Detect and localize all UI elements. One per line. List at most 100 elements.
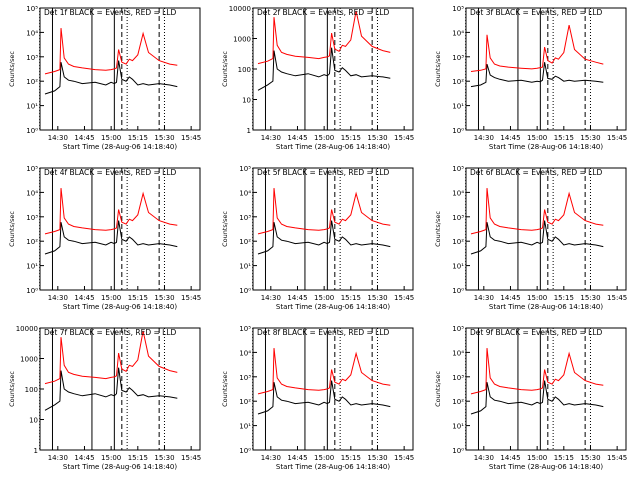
panel-det-6: 10⁰ 10¹ 10² 10³ 10⁴ 10⁵ 14:30 14:45 15:00 15:15 15…	[426, 160, 639, 320]
y-tick-label: 10¹	[452, 423, 464, 431]
y-axis-label: Counts/sec	[434, 211, 442, 247]
y-tick-label: 100	[25, 386, 38, 394]
y-axis-label: Counts/sec	[8, 211, 16, 247]
y-tick-label: 1000	[233, 36, 251, 44]
x-tick-label: 15:00	[314, 294, 334, 302]
series-line-events	[257, 380, 391, 415]
panel-title: Det 4f BLACK = Events, RED = LLD	[44, 168, 177, 177]
y-tick-label: 10³	[239, 374, 251, 382]
panel-det-3: 10⁰ 10¹ 10² 10³ 10⁴ 10⁵ 14:30 14:45 15:00 15:15 15…	[426, 0, 639, 160]
panel-title: Det 6f BLACK = Events, RED = LLD	[470, 168, 603, 177]
chart-svg: 10⁰ 10¹ 10² 10³ 10⁴ 10⁵ 14:30 14:45 15:00 15:15 15…	[8, 165, 201, 311]
x-tick-label: 14:30	[474, 454, 494, 462]
x-tick-label: 14:30	[261, 134, 281, 142]
series-line-events	[470, 380, 604, 415]
y-tick-label: 10²	[26, 238, 38, 246]
x-tick-label: 15:00	[527, 294, 547, 302]
y-tick-label: 10⁵	[239, 165, 251, 173]
x-tick-label: 15:45	[607, 134, 627, 142]
x-tick-label: 15:30	[367, 454, 387, 462]
x-axis-label: Start Time (28-Aug-06 14:18:40)	[63, 463, 177, 471]
y-tick-label: 1000	[20, 356, 38, 364]
panel-det-2: 1 10 100 1000 10000 14:30 14:45 15:00 15:15 15:30…	[213, 0, 426, 160]
y-tick-label: 10	[29, 417, 38, 425]
x-tick-label: 15:45	[394, 134, 414, 142]
x-tick-label: 15:45	[607, 454, 627, 462]
x-axis-label: Start Time (28-Aug-06 14:18:40)	[63, 303, 177, 311]
series-line-lld	[44, 28, 178, 75]
x-tick-label: 15:45	[394, 294, 414, 302]
x-tick-label: 15:00	[527, 454, 547, 462]
x-tick-label: 15:45	[181, 134, 201, 142]
series-line-events	[44, 60, 178, 95]
y-tick-label: 100	[238, 66, 251, 74]
x-tick-label: 15:30	[367, 294, 387, 302]
y-axis-label: Counts/sec	[221, 371, 229, 407]
y-tick-label: 10⁵	[452, 5, 464, 13]
x-tick-label: 15:30	[154, 294, 174, 302]
x-axis-label: Start Time (28-Aug-06 14:18:40)	[276, 463, 390, 471]
series-line-events	[257, 220, 391, 255]
y-tick-label: 10⁰	[26, 127, 38, 135]
chart-svg: 10⁰ 10¹ 10² 10³ 10⁴ 10⁵ 14:30 14:45 15:00 15:15 15…	[434, 5, 627, 151]
chart-svg: 1 10 100 1000 10000 14:30 14:45 15:00 15:15 15:30…	[221, 5, 414, 151]
y-tick-label: 10³	[452, 54, 464, 62]
y-tick-label: 10²	[26, 78, 38, 86]
x-axis-label: Start Time (28-Aug-06 14:18:40)	[489, 303, 603, 311]
y-tick-label: 10000	[229, 5, 251, 13]
x-tick-label: 14:45	[287, 294, 307, 302]
y-tick-label: 10000	[16, 325, 38, 333]
x-tick-label: 14:30	[261, 294, 281, 302]
y-tick-label: 10⁴	[239, 349, 251, 357]
panel-title: Det 2f BLACK = Events, RED = LLD	[257, 8, 390, 17]
y-axis-label: Counts/sec	[221, 211, 229, 247]
y-tick-label: 10²	[452, 78, 464, 86]
x-tick-label: 15:30	[580, 454, 600, 462]
x-axis-label: Start Time (28-Aug-06 14:18:40)	[276, 143, 390, 151]
y-tick-label: 10¹	[239, 423, 251, 431]
y-axis-label: Counts/sec	[434, 371, 442, 407]
panel-det-7: 1 10 100 1000 10000 14:30 14:45 15:00 15:15 15:30…	[0, 320, 213, 480]
panel-det-1: 10⁰ 10¹ 10² 10³ 10⁴ 10⁵ 14:30 14:45 15:00 15:15 15…	[0, 0, 213, 160]
series-line-events	[44, 367, 178, 411]
y-tick-label: 10²	[452, 398, 464, 406]
y-tick-label: 10³	[452, 214, 464, 222]
x-tick-label: 14:45	[500, 454, 520, 462]
x-tick-label: 14:30	[48, 294, 68, 302]
x-tick-label: 15:15	[341, 294, 361, 302]
series-line-lld	[257, 10, 391, 65]
x-tick-label: 14:30	[474, 294, 494, 302]
x-axis-label: Start Time (28-Aug-06 14:18:40)	[276, 303, 390, 311]
x-tick-label: 15:00	[314, 454, 334, 462]
series-line-events	[44, 220, 178, 255]
x-tick-label: 15:15	[128, 134, 148, 142]
x-tick-label: 14:30	[48, 134, 68, 142]
panel-title: Det 9f BLACK = Events, RED = LLD	[470, 328, 603, 337]
x-tick-label: 15:30	[154, 134, 174, 142]
x-tick-label: 15:15	[341, 454, 361, 462]
x-tick-label: 15:30	[580, 134, 600, 142]
y-tick-label: 10⁵	[26, 5, 38, 13]
y-tick-label: 10³	[26, 54, 38, 62]
panel-det-5: 10⁰ 10¹ 10² 10³ 10⁴ 10⁵ 14:30 14:45 15:00 15:15 15…	[213, 160, 426, 320]
series-line-lld	[470, 24, 604, 72]
x-tick-label: 15:45	[394, 454, 414, 462]
y-tick-label: 10³	[239, 214, 251, 222]
x-tick-label: 15:00	[101, 454, 121, 462]
series-line-lld	[257, 188, 391, 235]
x-tick-label: 15:30	[367, 134, 387, 142]
y-axis-label: Counts/sec	[434, 51, 442, 87]
x-tick-label: 15:15	[128, 294, 148, 302]
chart-svg: 1 10 100 1000 10000 14:30 14:45 15:00 15:15 15:30…	[8, 325, 201, 471]
x-tick-label: 14:45	[287, 454, 307, 462]
x-tick-label: 15:30	[154, 454, 174, 462]
series-line-events	[470, 62, 604, 88]
y-tick-label: 10⁰	[26, 287, 38, 295]
panel-det-8: 10⁰ 10¹ 10² 10³ 10⁴ 10⁵ 14:30 14:45 15:00 15:15 15…	[213, 320, 426, 480]
x-tick-label: 15:15	[341, 134, 361, 142]
x-axis-label: Start Time (28-Aug-06 14:18:40)	[489, 143, 603, 151]
x-tick-label: 14:30	[261, 454, 281, 462]
y-axis-label: Counts/sec	[221, 51, 229, 87]
y-tick-label: 1	[34, 447, 38, 455]
